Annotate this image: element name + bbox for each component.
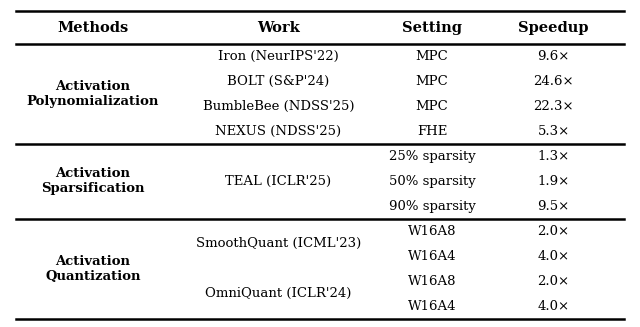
Text: Activation
Sparsification: Activation Sparsification: [41, 167, 145, 195]
Text: 25% sparsity: 25% sparsity: [388, 150, 476, 163]
Text: 9.6×: 9.6×: [538, 50, 570, 63]
Text: SmoothQuant (ICML'23): SmoothQuant (ICML'23): [196, 237, 361, 250]
Text: 5.3×: 5.3×: [538, 125, 570, 138]
Text: W16A8: W16A8: [408, 275, 456, 288]
Text: W16A4: W16A4: [408, 250, 456, 263]
Text: FHE: FHE: [417, 125, 447, 138]
Text: 2.0×: 2.0×: [538, 225, 570, 238]
Text: 4.0×: 4.0×: [538, 300, 570, 313]
Text: Activation
Polynomialization: Activation Polynomialization: [27, 80, 159, 108]
Text: Work: Work: [257, 21, 300, 35]
Text: MPC: MPC: [415, 75, 449, 88]
Text: 50% sparsity: 50% sparsity: [388, 175, 476, 188]
Text: 90% sparsity: 90% sparsity: [388, 200, 476, 213]
Text: Iron (NeurIPS'22): Iron (NeurIPS'22): [218, 50, 339, 63]
Text: Activation
Quantization: Activation Quantization: [45, 255, 141, 283]
Text: MPC: MPC: [415, 50, 449, 63]
Text: Setting: Setting: [402, 21, 462, 35]
Text: OmniQuant (ICLR'24): OmniQuant (ICLR'24): [205, 287, 351, 300]
Text: 22.3×: 22.3×: [533, 100, 574, 113]
Text: 1.3×: 1.3×: [538, 150, 570, 163]
Text: Speedup: Speedup: [518, 21, 589, 35]
Text: 24.6×: 24.6×: [533, 75, 574, 88]
Text: TEAL (ICLR'25): TEAL (ICLR'25): [225, 175, 332, 188]
Text: W16A4: W16A4: [408, 300, 456, 313]
Text: 9.5×: 9.5×: [538, 200, 570, 213]
Text: 2.0×: 2.0×: [538, 275, 570, 288]
Text: Methods: Methods: [57, 21, 129, 35]
Text: BumbleBee (NDSS'25): BumbleBee (NDSS'25): [203, 100, 354, 113]
Text: NEXUS (NDSS'25): NEXUS (NDSS'25): [215, 125, 342, 138]
Text: W16A8: W16A8: [408, 225, 456, 238]
Text: BOLT (S&P'24): BOLT (S&P'24): [227, 75, 330, 88]
Text: MPC: MPC: [415, 100, 449, 113]
Text: 1.9×: 1.9×: [538, 175, 570, 188]
Text: 4.0×: 4.0×: [538, 250, 570, 263]
